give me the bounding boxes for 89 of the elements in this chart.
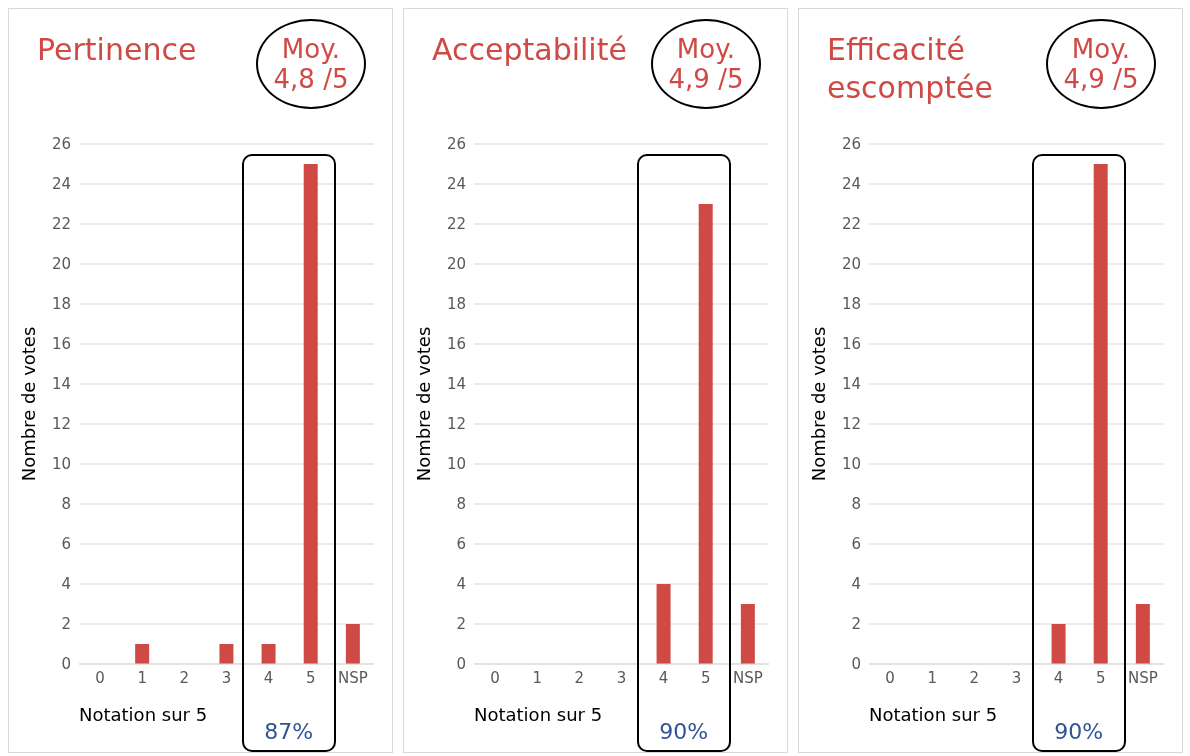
ellipse-outline: Moy. 4,9 /5 [651, 19, 761, 109]
y-tick-label: 2 [456, 615, 466, 634]
bar [261, 644, 276, 664]
y-tick-label: 8 [851, 495, 861, 514]
y-tick-label: 18 [841, 295, 861, 314]
bar [219, 644, 234, 664]
y-tick-label: 6 [61, 535, 71, 554]
x-tick-label: 5 [701, 668, 711, 687]
y-tick-label: 10 [841, 455, 861, 474]
bar [345, 624, 360, 664]
y-tick-label: 10 [51, 455, 71, 474]
y-tick-label: 14 [51, 375, 71, 394]
x-tick-label: 5 [306, 668, 316, 687]
y-axis-title: Nombre de votes [413, 326, 435, 482]
y-tick-label: 24 [51, 175, 71, 194]
y-tick-label: 18 [446, 295, 466, 314]
x-axis-title: Notation sur 5 [869, 704, 998, 725]
y-tick-label: 0 [456, 655, 466, 674]
x-tick-label: 0 [95, 668, 105, 687]
y-tick-label: 16 [841, 335, 861, 354]
x-tick-label: NSP [733, 668, 763, 687]
text: 90% [1053, 719, 1105, 744]
bar [1093, 164, 1108, 664]
ellipse-outline: Moy. 4,8 /5 [256, 19, 366, 109]
y-tick-label: 12 [51, 415, 71, 434]
y-tick-label: 26 [841, 135, 861, 154]
bar [740, 604, 755, 664]
y-tick-label: 20 [841, 255, 861, 274]
y-axis-title: Nombre de votes [18, 326, 40, 482]
y-tick-label: 14 [446, 375, 466, 394]
bar [135, 644, 150, 664]
x-tick-label: 3 [221, 668, 232, 687]
bar [1051, 624, 1066, 664]
y-tick-label: 10 [446, 455, 466, 474]
x-tick-label: 4 [1053, 668, 1064, 687]
x-tick-label: 1 [532, 668, 542, 687]
y-tick-label: 20 [51, 255, 71, 274]
x-tick-label: 0 [885, 668, 895, 687]
y-tick-label: 22 [446, 215, 466, 234]
ellipse-outline: Moy. 4,9 /5 [1046, 19, 1156, 109]
y-tick-label: 2 [61, 615, 71, 634]
x-tick-label: 4 [658, 668, 669, 687]
y-tick-label: 6 [456, 535, 466, 554]
x-tick-label: 5 [1096, 668, 1106, 687]
x-tick-label: 1 [927, 668, 937, 687]
y-tick-label: 18 [51, 295, 71, 314]
chart-title: Acceptabilité [432, 31, 628, 69]
x-tick-label: 1 [137, 668, 147, 687]
y-tick-label: 22 [841, 215, 861, 234]
y-tick-label: 22 [51, 215, 71, 234]
y-tick-label: 16 [51, 335, 71, 354]
y-tick-label: 24 [446, 175, 466, 194]
y-tick-label: 12 [446, 415, 466, 434]
y-tick-label: 6 [851, 535, 861, 554]
x-tick-label: 0 [490, 668, 500, 687]
y-axis-title: Nombre de votes [808, 326, 830, 482]
y-tick-label: 8 [456, 495, 466, 514]
chart-title: Efficacité escomptée [827, 31, 994, 107]
x-tick-label: 3 [616, 668, 627, 687]
x-tick-label: 2 [574, 668, 585, 687]
text: 87% [263, 719, 315, 744]
y-tick-label: 12 [841, 415, 861, 434]
y-tick-label: 26 [446, 135, 466, 154]
y-tick-label: 8 [61, 495, 71, 514]
y-tick-label: 2 [851, 615, 861, 634]
y-tick-label: 26 [51, 135, 71, 154]
x-axis-title: Notation sur 5 [79, 704, 208, 725]
x-tick-label: NSP [338, 668, 368, 687]
y-tick-label: 16 [446, 335, 466, 354]
chart-title: Pertinence [37, 31, 198, 69]
bar [698, 204, 713, 664]
y-tick-label: 4 [851, 575, 861, 594]
y-tick-label: 20 [446, 255, 466, 274]
x-axis-title: Notation sur 5 [474, 704, 603, 725]
text: 90% [658, 719, 710, 744]
bar [656, 584, 671, 664]
bar [303, 164, 318, 664]
y-tick-label: 4 [456, 575, 466, 594]
x-tick-label: NSP [1128, 668, 1158, 687]
y-tick-label: 0 [851, 655, 861, 674]
x-tick-label: 3 [1011, 668, 1022, 687]
bar [1135, 604, 1150, 664]
y-tick-label: 4 [61, 575, 71, 594]
y-tick-label: 24 [841, 175, 861, 194]
y-tick-label: 14 [841, 375, 861, 394]
x-tick-label: 2 [969, 668, 980, 687]
y-tick-label: 0 [61, 655, 71, 674]
x-tick-label: 4 [263, 668, 274, 687]
x-tick-label: 2 [179, 668, 190, 687]
